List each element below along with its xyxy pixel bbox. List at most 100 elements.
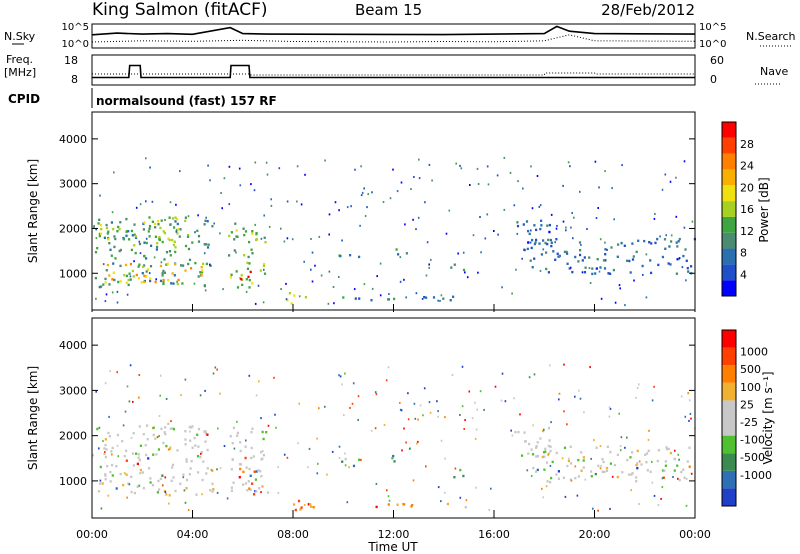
echo-cell bbox=[219, 232, 221, 235]
echo-cell bbox=[468, 390, 471, 393]
echo-cell bbox=[209, 489, 212, 492]
power-panel: 1000 2000 3000 4000 Slant Range [km] bbox=[26, 111, 696, 311]
echo-cell bbox=[379, 262, 382, 265]
echo-cell bbox=[155, 278, 157, 281]
echo-cell bbox=[97, 490, 101, 493]
echo-cell bbox=[261, 430, 264, 434]
echo-cell bbox=[197, 275, 200, 278]
echo-cell bbox=[687, 392, 689, 395]
echo-cell bbox=[619, 444, 622, 447]
echo-cell bbox=[486, 213, 489, 216]
echo-cell bbox=[95, 297, 97, 300]
ytick-label: 4000 bbox=[59, 133, 87, 146]
echo-cell bbox=[648, 429, 650, 432]
echo-cell bbox=[574, 465, 577, 468]
echo-cell bbox=[236, 434, 239, 437]
echo-cell bbox=[119, 472, 122, 476]
echo-cell bbox=[103, 447, 106, 450]
echo-cell bbox=[635, 480, 638, 483]
echo-cell bbox=[133, 260, 135, 263]
echo-cell bbox=[452, 295, 455, 298]
echo-cell bbox=[266, 173, 269, 176]
echo-cell bbox=[158, 488, 161, 491]
echo-cell bbox=[685, 279, 687, 282]
echo-cell bbox=[161, 274, 164, 277]
noise-ytick-bottom-left: 10^0 bbox=[62, 39, 89, 50]
echo-cell bbox=[354, 168, 356, 171]
echo-cell bbox=[139, 203, 142, 206]
echo-cell bbox=[616, 255, 619, 258]
echo-cell bbox=[579, 249, 582, 252]
echo-cell bbox=[451, 374, 454, 376]
echo-cell bbox=[162, 484, 164, 487]
echo-cell bbox=[396, 503, 399, 506]
echo-cell bbox=[179, 482, 182, 485]
echo-cell bbox=[100, 285, 103, 288]
echo-cell bbox=[578, 389, 580, 392]
echo-cell bbox=[611, 475, 614, 478]
echo-cell bbox=[403, 503, 406, 506]
colorbar-swatch bbox=[722, 435, 736, 454]
echo-cell bbox=[584, 478, 587, 481]
echo-cell bbox=[165, 493, 168, 496]
echo-cell bbox=[104, 451, 106, 453]
echo-cell bbox=[204, 440, 207, 443]
echo-cell bbox=[437, 415, 439, 418]
echo-cell bbox=[217, 427, 219, 430]
echo-cell bbox=[245, 290, 248, 293]
xtick-label: 12:00 bbox=[378, 528, 410, 541]
echo-cell bbox=[520, 454, 524, 457]
colorbar-tick-label: 16 bbox=[740, 203, 754, 216]
echo-cell bbox=[582, 459, 585, 462]
echo-cell bbox=[242, 227, 245, 230]
echo-cell bbox=[545, 461, 549, 464]
echo-cell bbox=[196, 433, 199, 436]
echo-cell bbox=[207, 164, 209, 167]
echo-cell bbox=[684, 248, 687, 251]
echo-cell bbox=[128, 272, 131, 275]
echo-cell bbox=[659, 235, 661, 238]
echo-cell bbox=[572, 237, 574, 240]
echo-cell bbox=[184, 216, 187, 219]
echo-cell bbox=[437, 410, 439, 413]
echo-cell bbox=[270, 198, 272, 201]
echo-cell bbox=[410, 188, 412, 191]
echo-cell bbox=[152, 433, 155, 437]
echo-cell bbox=[605, 469, 608, 472]
echo-cell bbox=[600, 464, 602, 467]
echo-cell bbox=[189, 267, 193, 270]
echo-cell bbox=[149, 279, 152, 283]
echo-cell bbox=[201, 269, 204, 272]
echo-cell bbox=[132, 400, 134, 403]
echo-cell bbox=[114, 257, 117, 260]
echo-cell bbox=[232, 481, 235, 484]
echo-cell bbox=[598, 270, 601, 273]
echo-cell bbox=[104, 382, 107, 385]
echo-cell bbox=[263, 236, 266, 239]
echo-cell bbox=[579, 397, 582, 400]
echo-cell bbox=[250, 183, 252, 186]
echo-cell bbox=[437, 486, 440, 489]
echo-cell bbox=[169, 223, 172, 226]
echo-cell bbox=[138, 484, 141, 487]
echo-cell bbox=[604, 248, 607, 251]
echo-cell bbox=[374, 427, 377, 430]
echo-cell bbox=[143, 280, 146, 284]
colorbar-swatch bbox=[722, 201, 736, 217]
echo-cell bbox=[143, 254, 146, 258]
echo-cell bbox=[236, 420, 238, 423]
echo-cell bbox=[154, 226, 157, 229]
echo-cell bbox=[387, 298, 390, 301]
echo-cell bbox=[589, 282, 592, 284]
echo-cell bbox=[358, 458, 361, 461]
echo-cell bbox=[160, 427, 163, 430]
echo-cell bbox=[450, 266, 453, 269]
echo-cell bbox=[158, 235, 161, 239]
echo-cell bbox=[104, 300, 107, 303]
colorbar-tick-label: 20 bbox=[740, 181, 754, 194]
echo-cell bbox=[656, 237, 659, 241]
echo-cell bbox=[165, 263, 168, 266]
echo-cell bbox=[673, 469, 676, 472]
echo-cell bbox=[236, 235, 239, 238]
echo-cell bbox=[611, 187, 613, 190]
